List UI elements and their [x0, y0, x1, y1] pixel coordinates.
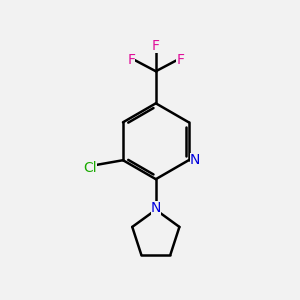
Text: F: F [127, 53, 135, 67]
Text: N: N [151, 201, 161, 215]
Text: N: N [190, 153, 200, 167]
Text: F: F [152, 39, 160, 53]
Text: Cl: Cl [83, 161, 97, 175]
Text: F: F [176, 53, 184, 67]
